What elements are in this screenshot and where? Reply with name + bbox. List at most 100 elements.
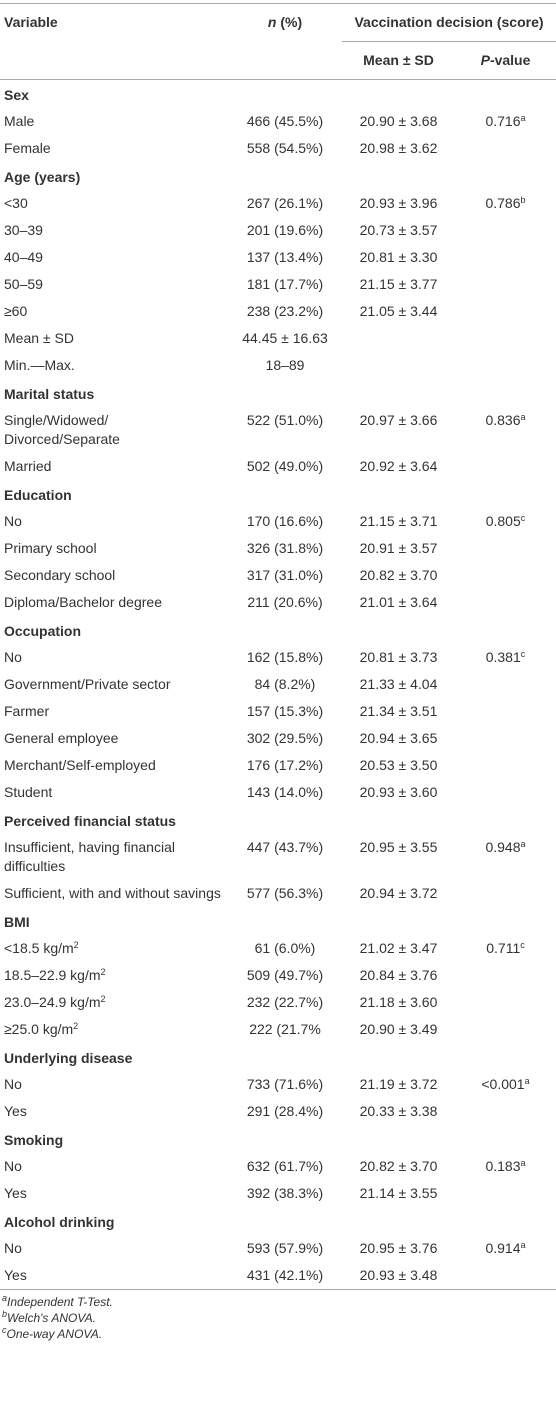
table-body: Sex Male 466 (45.5%) 20.90 ± 3.68 0.716a Fema…: [0, 80, 556, 1290]
n-cell: 170 (16.6%): [228, 508, 342, 535]
mean-cell: 21.15 ± 3.77: [342, 271, 455, 298]
data-row: Min.—Max. 18–89: [0, 352, 556, 379]
mean-cell: 20.93 ± 3.96: [342, 190, 455, 217]
footnote-mark: a: [520, 839, 526, 849]
variable-label: Government/Private sector: [4, 676, 171, 692]
mean-value: 20.53 ± 3.50: [359, 757, 438, 773]
mean-value: 20.81 ± 3.73: [359, 649, 438, 665]
header-cell: n (%): [228, 4, 342, 42]
mean-value: 21.14 ± 3.55: [359, 1185, 438, 1201]
variable-cell: Min.—Max.: [0, 352, 228, 379]
footnote-mark: a: [520, 1240, 526, 1250]
mean-value: 20.93 ± 3.48: [359, 1267, 438, 1283]
variable-label: Single/Widowed/ Divorced/Separate: [4, 412, 120, 447]
n-cell: 326 (31.8%): [228, 535, 342, 562]
n-cell: 302 (29.5%): [228, 725, 342, 752]
n-cell: 317 (31.0%): [228, 562, 342, 589]
mean-cell: 20.53 ± 3.50: [342, 752, 455, 779]
footnote-mark: c: [520, 513, 526, 523]
page-body: Variable n (%) Vaccination decision (sco…: [0, 3, 556, 1413]
header-text: -value: [489, 52, 531, 68]
n-cell: 201 (19.6%): [228, 217, 342, 244]
n-cell: 291 (28.4%): [228, 1098, 342, 1125]
mean-cell: 20.90 ± 3.68: [342, 108, 455, 135]
header-text: P: [480, 52, 490, 68]
footnote: cOne-way ANOVA.: [2, 1326, 554, 1342]
n-cell: 44.45 ± 16.63: [228, 325, 342, 352]
variable-label: 40–49: [4, 249, 43, 265]
p-cell: 0.805c: [455, 508, 556, 535]
mean-cell: 20.33 ± 3.38: [342, 1098, 455, 1125]
variable-cell: Insufficient, having financial difficult…: [0, 834, 228, 880]
mean-value: 20.98 ± 3.62: [359, 140, 438, 156]
data-table: Variable n (%) Vaccination decision (sco…: [0, 3, 556, 1290]
variable-label: Yes: [4, 1185, 27, 1201]
n-cell: 137 (13.4%): [228, 244, 342, 271]
data-row: Farmer 157 (15.3%) 21.34 ± 3.51: [0, 698, 556, 725]
table-header: Variable n (%) Vaccination decision (sco…: [0, 4, 556, 80]
data-row: Married 502 (49.0%) 20.92 ± 3.64: [0, 453, 556, 480]
p-value: 0.711: [486, 940, 521, 956]
mean-cell: 21.18 ± 3.60: [342, 989, 455, 1016]
section-cell: Occupation: [4, 623, 82, 639]
mean-value: 20.90 ± 3.49: [359, 1021, 438, 1037]
mean-value: 21.18 ± 3.60: [359, 994, 438, 1010]
variable-cell: Yes: [0, 1262, 228, 1290]
data-row: <30 267 (26.1%) 20.93 ± 3.96 0.786b: [0, 190, 556, 217]
mean-value: 20.93 ± 3.96: [359, 195, 438, 211]
header-cell: Variable: [4, 14, 58, 30]
data-row: Primary school 326 (31.8%) 20.91 ± 3.57: [0, 535, 556, 562]
variable-label: Insufficient, having financial difficult…: [4, 839, 175, 874]
mean-cell: 20.91 ± 3.57: [342, 535, 455, 562]
p-value: <0.001: [481, 1076, 525, 1092]
mean-cell: 20.82 ± 3.70: [342, 1153, 455, 1180]
mean-cell: 21.19 ± 3.72: [342, 1071, 455, 1098]
n-cell: 61 (6.0%): [228, 935, 342, 962]
section-row: Perceived financial status: [0, 806, 556, 834]
mean-cell: 21.34 ± 3.51: [342, 698, 455, 725]
mean-cell: [342, 325, 455, 352]
mean-value: 21.34 ± 3.51: [359, 703, 438, 719]
mean-cell: 20.97 ± 3.66: [342, 407, 455, 453]
n-value: 157 (15.3%): [246, 703, 324, 719]
n-cell: 176 (17.2%): [228, 752, 342, 779]
variable-cell: 23.0–24.9 kg/m2: [0, 989, 228, 1016]
p-value: 0.381: [485, 649, 521, 665]
mean-cell: 20.84 ± 3.76: [342, 962, 455, 989]
variable-label: Male: [4, 113, 35, 129]
mean-value: 20.95 ± 3.76: [359, 1240, 438, 1256]
variable-label: 18.5–22.9 kg/m: [4, 967, 101, 983]
header-text: (%): [276, 14, 303, 30]
data-row: 40–49 137 (13.4%) 20.81 ± 3.30: [0, 244, 556, 271]
variable-label: Min.—Max.: [4, 357, 75, 373]
n-value: 84 (8.2%): [254, 676, 316, 692]
header-cell: [228, 42, 342, 80]
section-row: Sex: [0, 80, 556, 109]
variable-cell: Mean ± SD: [0, 325, 228, 352]
footnote-mark: c: [520, 649, 526, 659]
p-cell: 0.381c: [455, 644, 556, 671]
variable-cell: Sufficient, with and without savings: [0, 880, 228, 907]
n-value: 326 (31.8%): [246, 540, 324, 556]
n-value: 18–89: [265, 357, 305, 373]
variable-label: Sufficient, with and without savings: [4, 885, 221, 901]
variable-cell: <18.5 kg/m2: [0, 935, 228, 962]
n-value: 502 (49.0%): [246, 458, 324, 474]
variable-label: Yes: [4, 1103, 27, 1119]
mean-cell: 20.82 ± 3.70: [342, 562, 455, 589]
n-value: 447 (43.7%): [246, 839, 324, 855]
n-value: 522 (51.0%): [246, 412, 324, 428]
superscript: 2: [100, 967, 106, 977]
footnote-mark: a: [520, 412, 526, 422]
variable-cell: No: [0, 508, 228, 535]
data-row: Yes 392 (38.3%) 21.14 ± 3.55: [0, 1180, 556, 1207]
footnote-mark: b: [520, 195, 526, 205]
variable-label: Married: [4, 458, 52, 474]
n-value: 181 (17.7%): [246, 276, 324, 292]
mean-value: 20.94 ± 3.72: [359, 885, 438, 901]
superscript: 2: [100, 994, 106, 1004]
n-cell: 84 (8.2%): [228, 671, 342, 698]
p-cell: [455, 880, 556, 907]
n-value: 302 (29.5%): [246, 730, 324, 746]
n-cell: 447 (43.7%): [228, 834, 342, 880]
